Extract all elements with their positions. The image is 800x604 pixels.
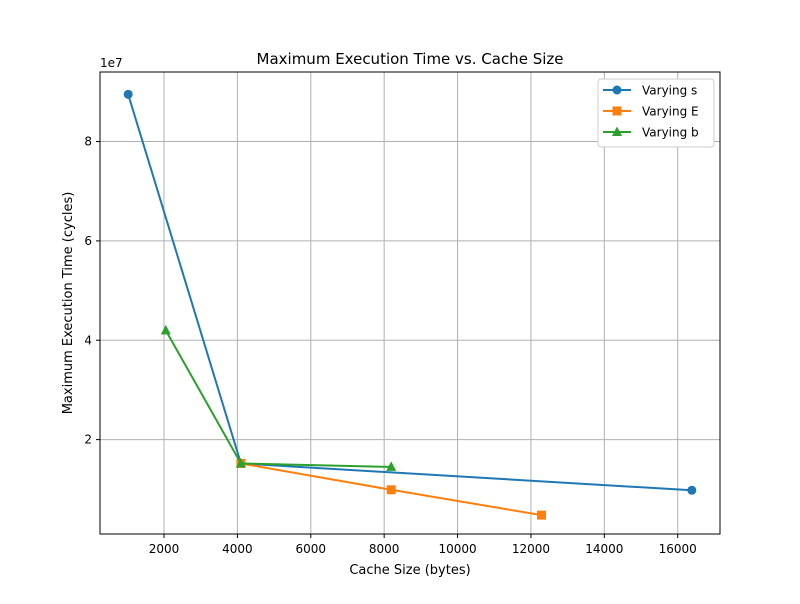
y-axis-scale-label: 1e7: [100, 56, 123, 70]
x-tick-label: 6000: [296, 542, 327, 556]
chart-title: Maximum Execution Time vs. Cache Size: [257, 50, 564, 68]
legend-box: [597, 78, 715, 148]
data-point-circle: [123, 89, 133, 99]
x-axis-label: Cache Size (bytes): [349, 563, 470, 578]
data-point-circle: [612, 85, 622, 95]
data-point-circle: [687, 485, 697, 495]
x-tick-label: 14000: [585, 542, 623, 556]
x-tick-label: 2000: [149, 542, 180, 556]
series-line: [127, 94, 692, 492]
x-tick-label: 16000: [659, 542, 697, 556]
x-tick-label: 8000: [369, 542, 400, 556]
legend-label: Varying b: [642, 126, 699, 140]
y-tick-label: 2: [84, 433, 92, 447]
data-point-triangle: [160, 324, 171, 335]
data-point-square: [612, 106, 622, 116]
x-tick-label: 10000: [438, 542, 476, 556]
y-tick-label: 4: [84, 333, 92, 347]
legend-item: Varying E: [603, 105, 699, 119]
data-point-triangle: [612, 126, 622, 136]
legend-label: Varying s: [642, 84, 697, 98]
x-tick-label: 12000: [512, 542, 550, 556]
series-varying-s: [123, 89, 697, 495]
ticks: 2000 4000 6000 8000 10000 12000 14000 16000 2 4 6 8: [84, 135, 696, 556]
axes-frame: [99, 71, 721, 535]
grid: [100, 72, 720, 534]
series-varying-b: [160, 324, 397, 471]
data-point-square: [386, 485, 396, 495]
legend-item: Varying b: [603, 126, 699, 140]
y-axis-label: Maximum Execution Time (cycles): [61, 192, 76, 415]
legend-item: Varying s: [603, 84, 697, 98]
x-tick-label: 4000: [222, 542, 253, 556]
data-point-triangle: [386, 461, 397, 471]
legend-label: Varying E: [642, 105, 699, 119]
y-tick-label: 8: [84, 135, 92, 149]
data-point-triangle: [235, 457, 246, 468]
y-tick-label: 6: [84, 234, 92, 248]
legend: Varying s Varying E Varying b: [597, 78, 715, 148]
data-point-square: [537, 510, 547, 520]
series-line: [164, 329, 392, 468]
series-layer: [123, 89, 697, 520]
